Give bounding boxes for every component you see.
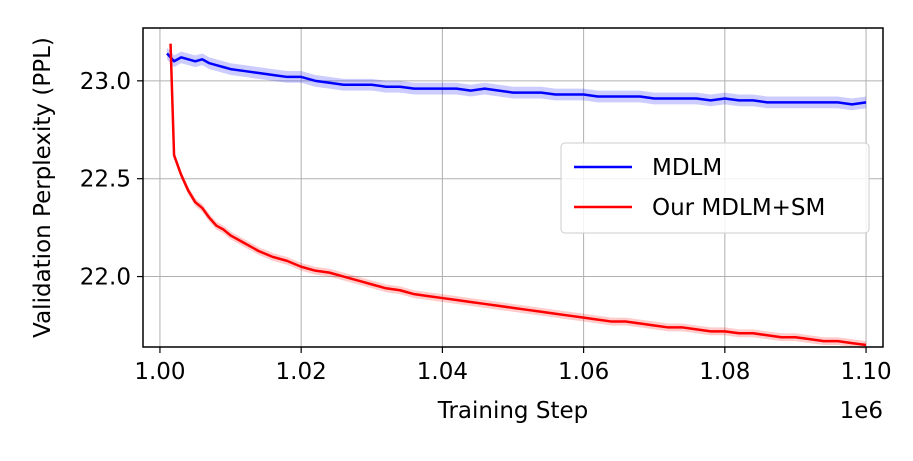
- axis-ticks: 1.00 1.02 1.04 1.06 1.08 1.10 22.0 22.5 23.0: [80, 69, 892, 385]
- plot-frame: [142, 27, 884, 348]
- x-axis-offset-label: 1e6: [840, 398, 883, 424]
- x-tick-label: 1.02: [276, 359, 327, 385]
- x-tick-label: 1.06: [558, 359, 609, 385]
- legend: MDLM Our MDLM+SM: [560, 142, 870, 234]
- x-tick-label: 1.10: [840, 359, 891, 385]
- x-tick-label: 1.00: [134, 359, 185, 385]
- x-axis-label: Training Step: [437, 398, 588, 424]
- series-line-0: [166, 52, 867, 106]
- series-lines: [166, 43, 867, 347]
- legend-label-mdlm: MDLM: [652, 155, 722, 181]
- legend-box: [560, 142, 870, 234]
- series-line-1: [169, 43, 867, 347]
- confidence-bands: [167, 39, 867, 349]
- x-tick-label: 1.08: [699, 359, 750, 385]
- y-tick-label: 22.0: [80, 265, 131, 291]
- legend-label-mdlm-sm: Our MDLM+SM: [652, 195, 825, 221]
- y-tick-label: 22.5: [80, 167, 131, 193]
- x-tick-label: 1.04: [417, 359, 468, 385]
- y-axis-label: Validation Perplexity (PPL): [30, 37, 56, 338]
- series-band-0: [167, 47, 867, 111]
- y-tick-label: 23.0: [80, 69, 131, 95]
